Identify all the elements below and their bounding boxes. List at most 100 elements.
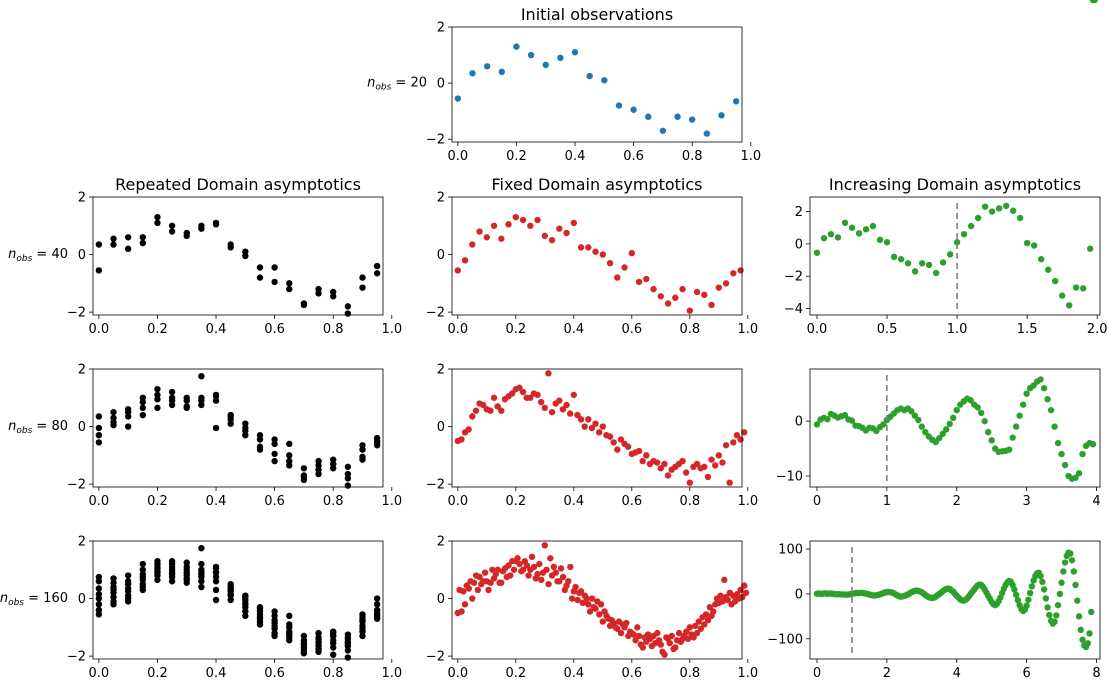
data-point: [939, 259, 947, 266]
data-point: [672, 644, 679, 651]
data-point: [559, 406, 567, 413]
data-point: [1084, 640, 1091, 647]
data-point: [95, 585, 103, 592]
data-point: [1037, 256, 1045, 263]
y-tick-label: 2: [78, 535, 86, 550]
data-point: [198, 578, 205, 585]
data-point: [904, 260, 912, 267]
data-point: [908, 408, 915, 415]
data-point: [1026, 589, 1034, 597]
data-point: [579, 599, 586, 607]
y-tick-label: 0: [795, 415, 803, 430]
data-point: [344, 470, 352, 478]
data-point: [567, 563, 574, 571]
row-label-var: n: [0, 591, 8, 606]
x-tick-label: 0.0: [89, 666, 110, 681]
data-point: [541, 232, 548, 240]
data-point: [689, 116, 696, 123]
data-point: [510, 566, 518, 573]
data-point: [932, 269, 940, 277]
row-label-sub: obs: [8, 598, 24, 608]
data-point: [1072, 581, 1079, 589]
data-point: [124, 245, 132, 252]
data-point: [635, 447, 643, 455]
data-point: [359, 622, 366, 630]
x-tick-label: 0.4: [565, 149, 586, 164]
data-point: [527, 51, 535, 59]
data-point: [95, 601, 103, 608]
data-point: [300, 650, 308, 657]
data-point: [733, 432, 741, 439]
data-point: [183, 579, 190, 586]
data-point: [330, 293, 337, 300]
data-point: [666, 639, 673, 647]
y-tick-label: −2: [426, 306, 445, 321]
data-point: [675, 629, 683, 637]
data-point: [841, 411, 849, 419]
data-point: [373, 437, 381, 445]
data-point: [737, 267, 744, 274]
data-point: [227, 596, 234, 604]
points-repeated-160: [95, 545, 381, 661]
data-point: [614, 625, 621, 632]
data-point: [168, 222, 176, 229]
data-point: [516, 384, 523, 391]
x-tick-label: 0.8: [679, 494, 700, 509]
data-point: [286, 280, 293, 287]
data-point: [1037, 376, 1044, 383]
data-point: [717, 592, 724, 599]
data-point: [523, 562, 531, 569]
x-tick-label: 0.8: [323, 666, 344, 681]
x-tick-label: 0.6: [623, 149, 644, 164]
data-point: [227, 580, 234, 588]
points-initial: [454, 43, 740, 137]
data-point: [953, 239, 961, 246]
data-point: [483, 234, 490, 241]
data-point: [557, 565, 565, 572]
data-point: [571, 49, 579, 56]
data-point: [710, 608, 717, 615]
data-point: [988, 208, 996, 215]
data-point: [915, 416, 922, 424]
data-point: [1091, 0, 1098, 4]
data-point: [271, 457, 278, 465]
data-point: [256, 274, 264, 281]
data-point: [617, 436, 625, 443]
y-tick-label: 0: [437, 592, 445, 607]
x-tick-label: 2: [953, 494, 961, 509]
data-point: [848, 417, 856, 424]
data-point: [556, 397, 563, 404]
data-point: [344, 310, 352, 317]
data-point: [722, 280, 730, 287]
data-point: [1039, 578, 1046, 586]
data-point: [110, 419, 117, 426]
data-point: [1054, 439, 1062, 447]
data-point: [715, 284, 722, 291]
data-point: [827, 230, 835, 238]
data-point: [472, 407, 480, 414]
data-point: [583, 595, 590, 602]
data-point: [527, 394, 534, 401]
x-tick-label: 0.6: [264, 322, 285, 337]
data-point: [469, 595, 476, 602]
y-tick-label: 0: [78, 248, 86, 263]
data-point: [516, 560, 523, 568]
data-point: [946, 251, 954, 258]
data-point: [476, 573, 483, 581]
data-point: [692, 622, 699, 630]
data-point: [1058, 579, 1065, 586]
data-point: [286, 631, 293, 638]
data-point: [242, 432, 249, 439]
data-point: [737, 436, 744, 443]
data-point: [708, 301, 715, 309]
row-label-value: 80: [51, 419, 68, 434]
data-point: [548, 236, 556, 244]
data-point: [498, 68, 505, 76]
data-point: [672, 294, 679, 301]
data-point: [606, 433, 614, 440]
data-point: [552, 569, 560, 576]
panel-increasing-40: 0.0 0.5 1.0 1.5 2.0 −4 −2 0 2 Increasing Domain a…: [784, 175, 1107, 337]
data-point: [1054, 601, 1062, 609]
data-point: [461, 601, 469, 608]
data-point: [198, 401, 205, 409]
